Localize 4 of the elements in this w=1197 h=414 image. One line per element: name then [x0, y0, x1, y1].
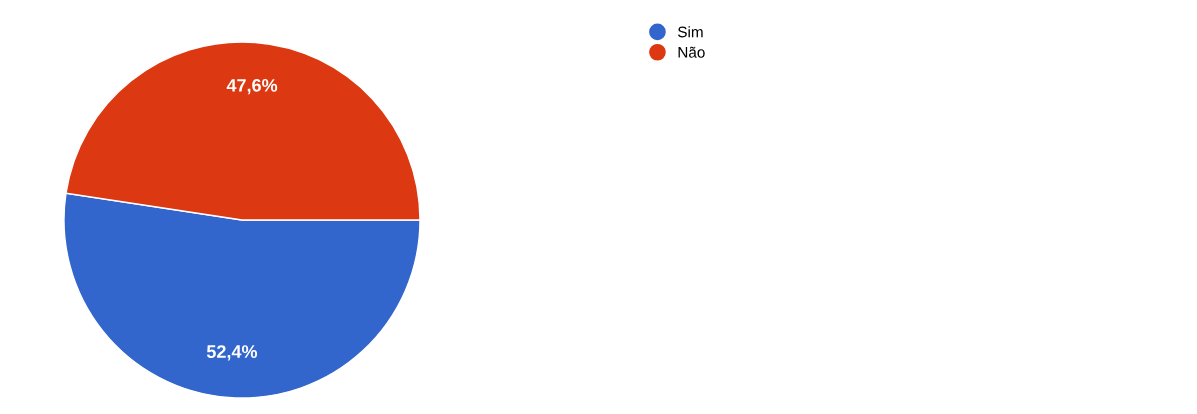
- data-label: 47,6%: [226, 78, 278, 95]
- data-label: 52,4%: [206, 345, 258, 361]
- legend-label: Não: [678, 46, 705, 58]
- legend-label: Sim: [678, 26, 703, 38]
